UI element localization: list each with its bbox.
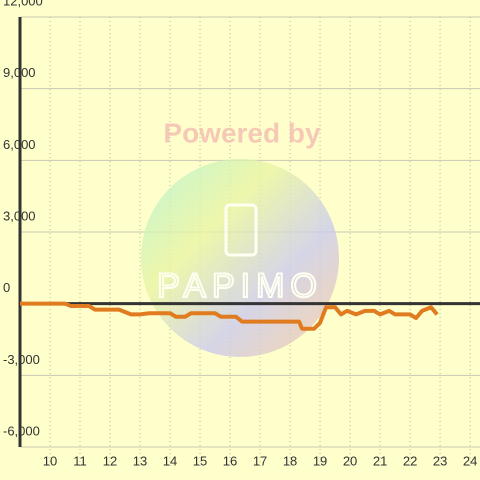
x-tick-label: 13 [133, 453, 147, 468]
watermark-logo: PAPIMO [157, 267, 323, 305]
x-tick-label: 12 [103, 453, 117, 468]
x-tick-label: 17 [253, 453, 267, 468]
x-tick-label: 22 [403, 453, 417, 468]
x-tick-label: 10 [43, 453, 57, 468]
x-tick-label: 23 [433, 453, 447, 468]
x-tick-label: 18 [283, 453, 297, 468]
x-tick-label: 24 [463, 453, 477, 468]
watermark-circle [141, 159, 339, 357]
watermark-text: Powered by [163, 117, 321, 148]
y-tick-label: 12,000 [3, 0, 43, 8]
x-tick-label: 15 [193, 453, 207, 468]
watermark-icon [224, 203, 258, 257]
plot: -6,000-3,00003,0006,0009,00012,000101112… [3, 0, 480, 468]
x-tick-label: 21 [373, 453, 387, 468]
x-tick-label: 11 [73, 453, 87, 468]
x-tick-label: 20 [343, 453, 357, 468]
x-tick-label: 19 [313, 453, 327, 468]
x-tick-label: 16 [223, 453, 237, 468]
y-tick-label: 0 [3, 280, 10, 295]
watermark: Powered by PAPIMO [141, 117, 339, 357]
series-line [20, 301, 439, 331]
x-tick-label: 14 [163, 453, 177, 468]
